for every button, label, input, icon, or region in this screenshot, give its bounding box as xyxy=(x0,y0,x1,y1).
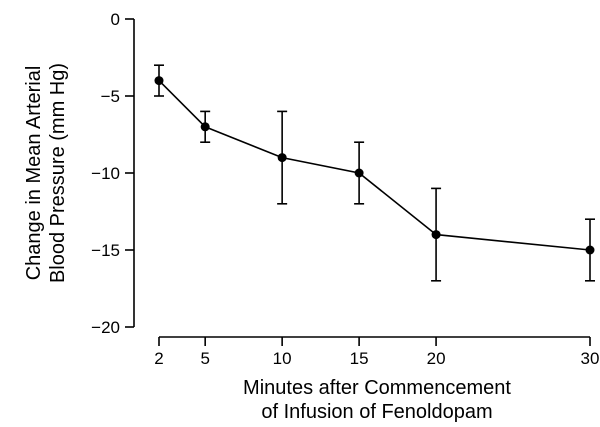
data-point xyxy=(154,76,164,86)
y-axis: 0 −5 −10 −15 −20 xyxy=(91,10,135,337)
data-point xyxy=(354,168,364,178)
y-tick-label: 0 xyxy=(111,10,120,29)
x-axis-title-line-1: Minutes after Commencement xyxy=(243,377,511,399)
x-tick-label: 5 xyxy=(200,349,209,368)
y-axis-title-line-1: Change in Mean Arterial xyxy=(23,66,45,281)
series-layer xyxy=(154,64,595,282)
x-axis-title-line-2: of Infusion of Fenoldopam xyxy=(261,401,492,423)
data-point xyxy=(200,122,210,132)
x-tick-label: 20 xyxy=(427,349,446,368)
y-tick-label: −20 xyxy=(91,318,120,337)
y-ticks: 0 −5 −10 −15 −20 xyxy=(91,10,134,337)
y-axis-title-line-2: Blood Pressure (mm Hg) xyxy=(47,63,69,283)
x-tick-label: 15 xyxy=(350,349,369,368)
data-point xyxy=(585,245,595,255)
y-tick-label: −15 xyxy=(91,241,120,260)
x-tick-label: 10 xyxy=(273,349,292,368)
y-tick-label: −5 xyxy=(101,87,120,106)
data-point xyxy=(431,230,441,240)
x-tick-label: 2 xyxy=(154,349,163,368)
x-tick-label: 30 xyxy=(581,349,600,368)
data-point xyxy=(277,153,287,163)
x-ticks: 2 5 10 15 20 30 xyxy=(154,337,599,368)
y-tick-label: −10 xyxy=(91,164,120,183)
x-axis: 2 5 10 15 20 30 xyxy=(154,336,599,368)
series-line xyxy=(158,80,591,251)
